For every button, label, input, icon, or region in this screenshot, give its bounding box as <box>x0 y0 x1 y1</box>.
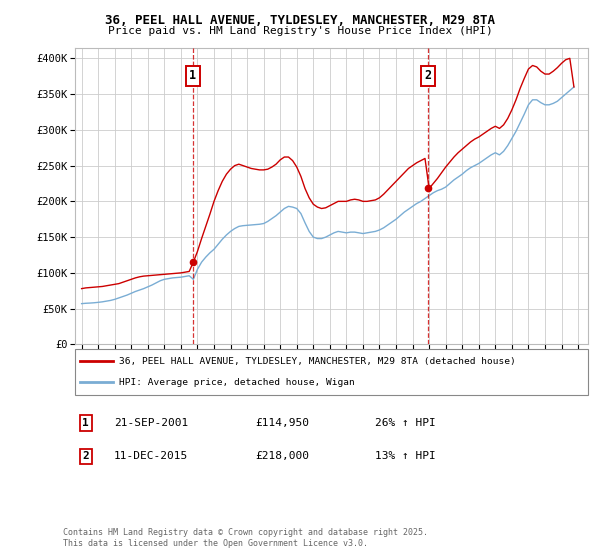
Text: 1: 1 <box>189 69 196 82</box>
Text: 26% ↑ HPI: 26% ↑ HPI <box>375 418 436 428</box>
Text: 2: 2 <box>82 451 89 461</box>
Text: Contains HM Land Registry data © Crown copyright and database right 2025.
This d: Contains HM Land Registry data © Crown c… <box>63 528 428 548</box>
Text: 11-DEC-2015: 11-DEC-2015 <box>114 451 188 461</box>
Text: 2: 2 <box>425 69 432 82</box>
Text: 36, PEEL HALL AVENUE, TYLDESLEY, MANCHESTER, M29 8TA: 36, PEEL HALL AVENUE, TYLDESLEY, MANCHES… <box>105 14 495 27</box>
Text: 1: 1 <box>82 418 89 428</box>
Text: HPI: Average price, detached house, Wigan: HPI: Average price, detached house, Wiga… <box>119 378 355 387</box>
Text: 13% ↑ HPI: 13% ↑ HPI <box>375 451 436 461</box>
Text: 21-SEP-2001: 21-SEP-2001 <box>114 418 188 428</box>
Text: £114,950: £114,950 <box>255 418 309 428</box>
Text: £218,000: £218,000 <box>255 451 309 461</box>
Text: 36, PEEL HALL AVENUE, TYLDESLEY, MANCHESTER, M29 8TA (detached house): 36, PEEL HALL AVENUE, TYLDESLEY, MANCHES… <box>119 357 515 366</box>
Text: Price paid vs. HM Land Registry's House Price Index (HPI): Price paid vs. HM Land Registry's House … <box>107 26 493 36</box>
